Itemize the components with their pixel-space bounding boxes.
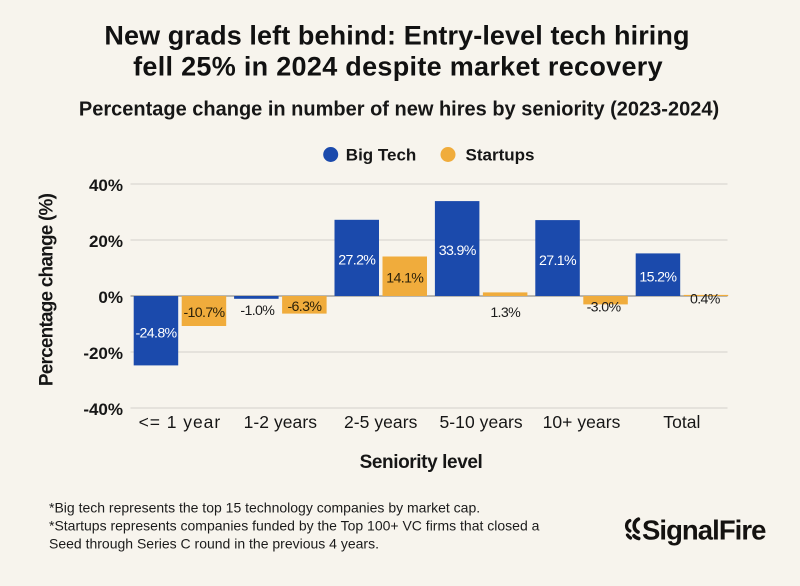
svg-text:Total: Total xyxy=(663,412,700,432)
svg-text:<= 1 year: <= 1 year xyxy=(139,412,222,432)
svg-text:Seed through Series C round in: Seed through Series C round in the previ… xyxy=(49,536,379,552)
svg-text:15.2%: 15.2% xyxy=(639,269,677,285)
svg-text:27.2%: 27.2% xyxy=(338,253,376,269)
svg-text:*Big tech represents the top 1: *Big tech represents the top 15 technolo… xyxy=(49,500,480,516)
svg-text:-10.7%: -10.7% xyxy=(183,305,225,321)
svg-text:2-5 years: 2-5 years xyxy=(344,412,418,432)
svg-text:*Startups represents companies: *Startups represents companies funded by… xyxy=(49,518,540,534)
svg-text:10+ years: 10+ years xyxy=(543,412,621,432)
svg-text:-20%: -20% xyxy=(83,344,123,363)
svg-text:33.9%: 33.9% xyxy=(439,243,477,259)
svg-text:0.4%: 0.4% xyxy=(690,292,721,308)
svg-text:1.3%: 1.3% xyxy=(490,305,521,321)
svg-text:Percentage change in number of: Percentage change in number of new hires… xyxy=(79,99,719,121)
svg-text:fell 25% in 2024 despite marke: fell 25% in 2024 despite market recovery xyxy=(133,52,663,82)
svg-text:5-10 years: 5-10 years xyxy=(440,412,523,432)
svg-text:14.1%: 14.1% xyxy=(386,270,424,286)
svg-text:40%: 40% xyxy=(89,176,123,195)
svg-text:Startups: Startups xyxy=(466,146,535,165)
svg-text:1-2 years: 1-2 years xyxy=(244,412,318,432)
svg-text:Seniority level: Seniority level xyxy=(360,452,483,473)
svg-text:-3.0%: -3.0% xyxy=(587,300,622,316)
svg-text:0%: 0% xyxy=(98,288,123,307)
svg-text:Percentage change (%): Percentage change (%) xyxy=(37,193,58,386)
svg-text:20%: 20% xyxy=(89,232,123,251)
svg-text:SignalFire: SignalFire xyxy=(642,515,766,546)
svg-text:-40%: -40% xyxy=(83,400,123,419)
svg-text:-24.8%: -24.8% xyxy=(135,326,177,342)
svg-text:New grads left behind: Entry-l: New grads left behind: Entry-level tech … xyxy=(104,21,689,51)
svg-text:Big Tech: Big Tech xyxy=(346,146,417,165)
svg-text:-6.3%: -6.3% xyxy=(287,299,322,315)
svg-text:27.1%: 27.1% xyxy=(539,253,577,269)
svg-text:-1.0%: -1.0% xyxy=(240,303,275,319)
